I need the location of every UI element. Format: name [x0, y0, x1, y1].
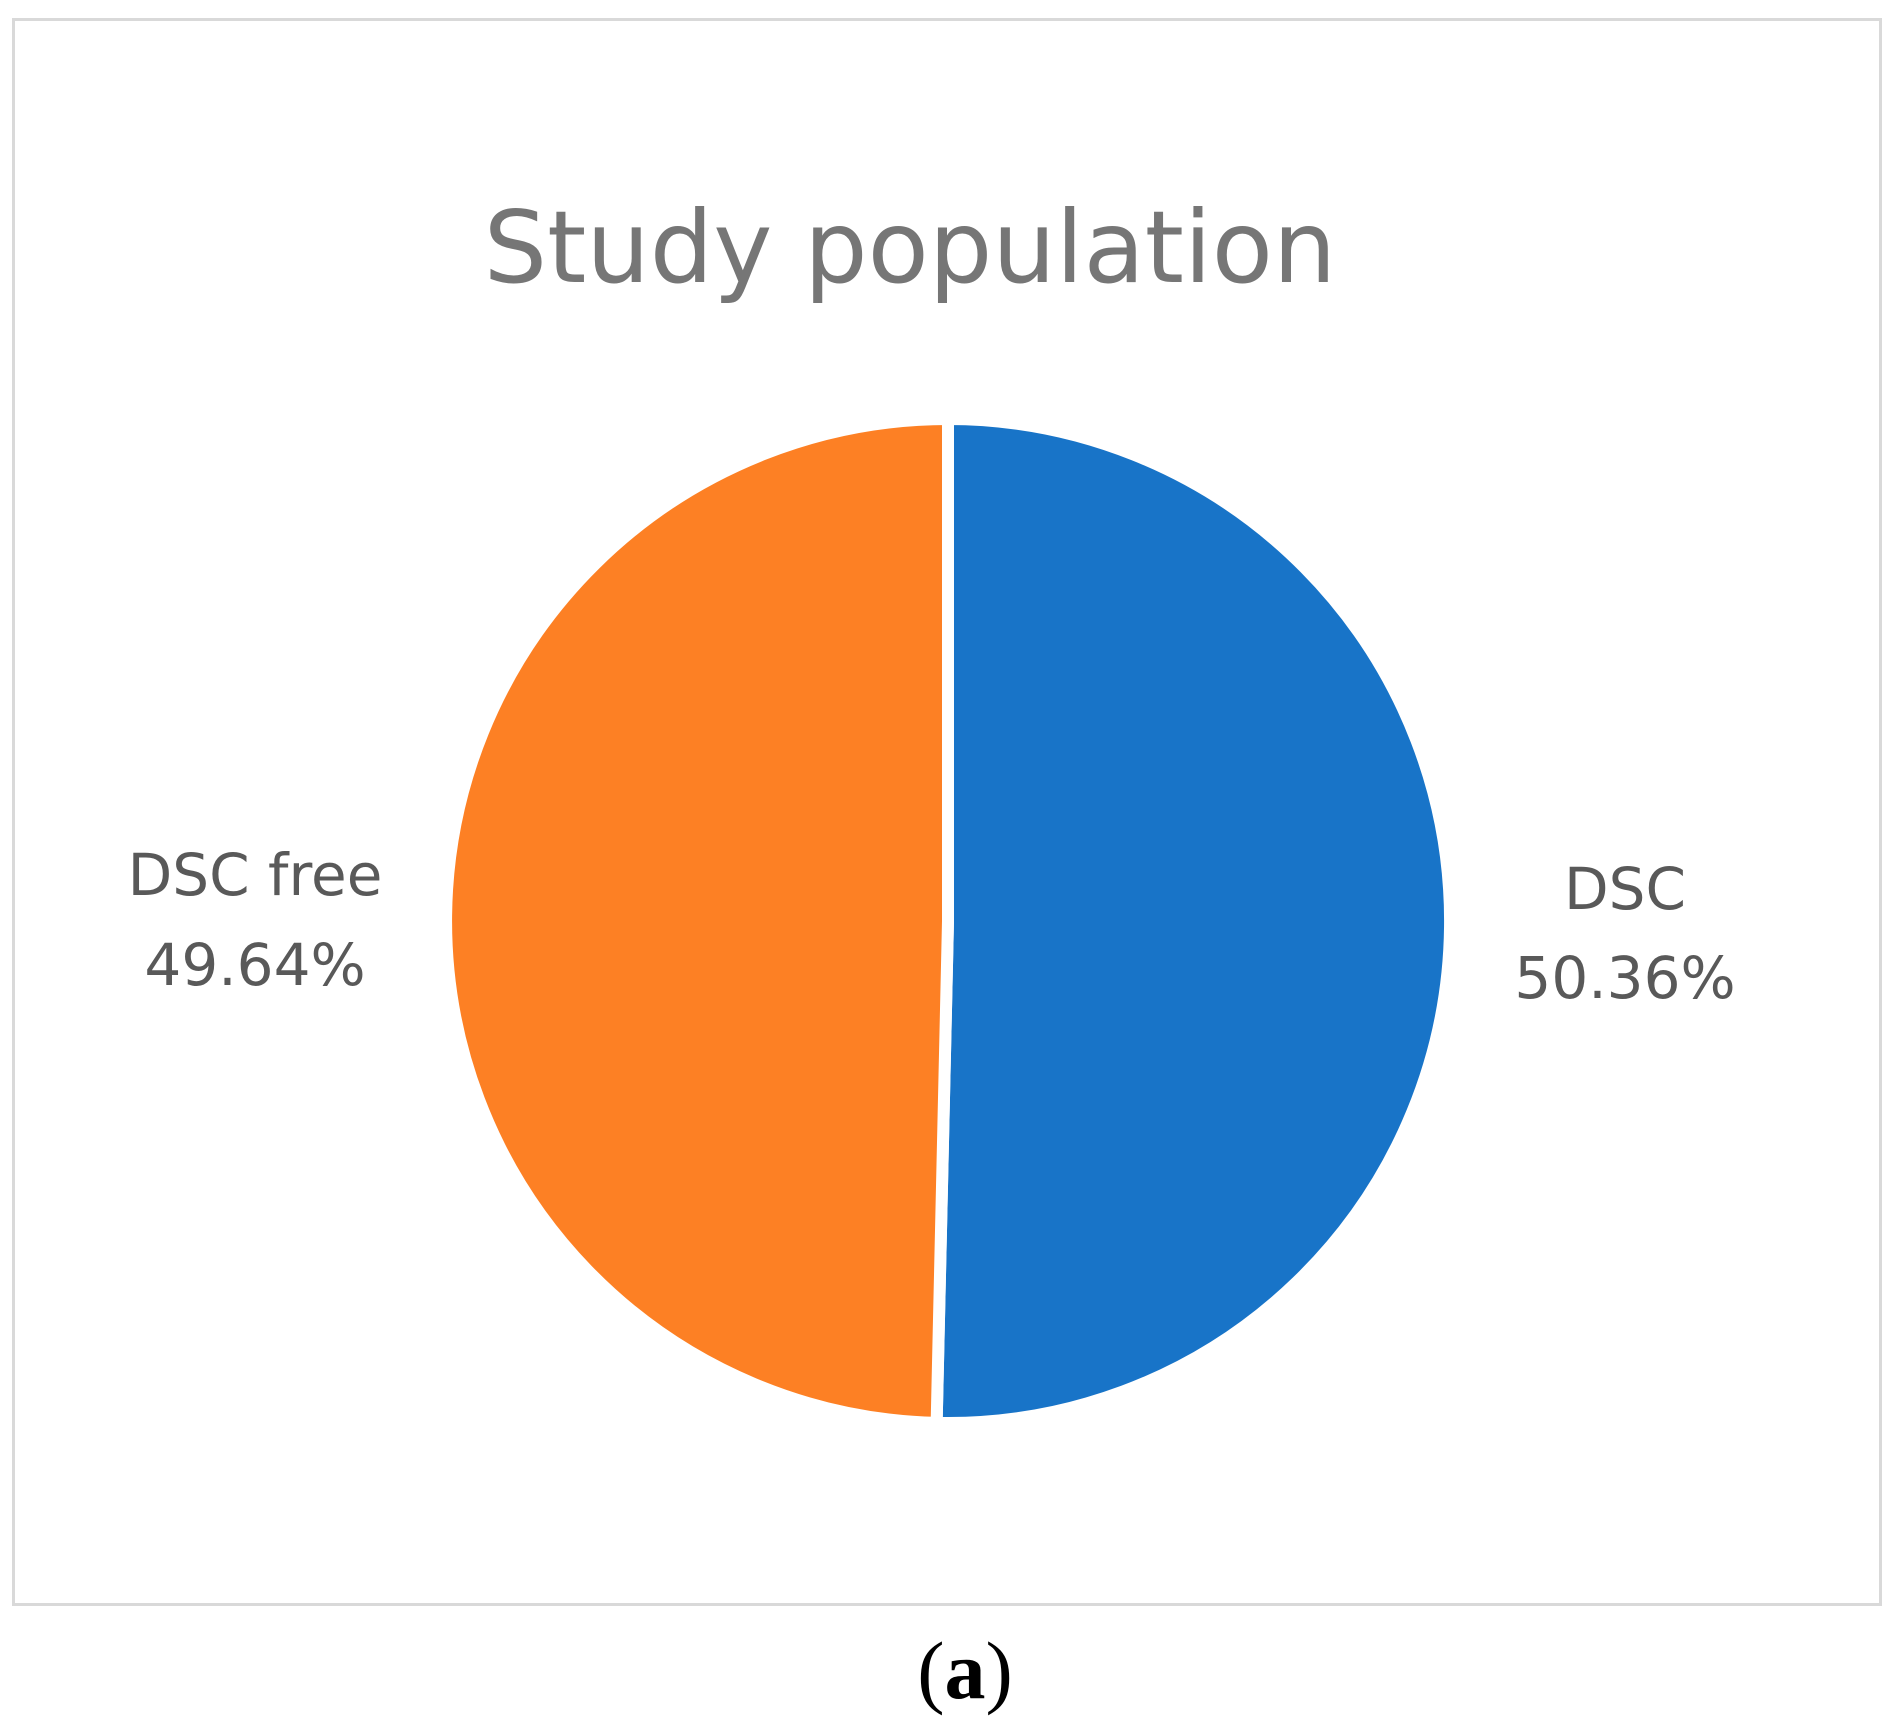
pie-slices [440, 413, 1457, 1429]
pie-slice-dsc [930, 413, 1457, 1429]
slice-label-name-dsc-free: DSC free [128, 841, 383, 909]
slice-labels: DSC 50.36% DSC free 49.64% [128, 841, 1736, 1012]
chart-title: Study population [484, 189, 1337, 306]
panel-label: (a) [917, 1625, 1013, 1716]
panel-label-letter: a [945, 1625, 986, 1716]
panel-label-close: ) [986, 1625, 1013, 1716]
slice-label-name-dsc: DSC [1564, 855, 1686, 923]
slice-label-value-dsc-free: 49.64% [144, 931, 365, 999]
pie-slice-dsc-free [440, 413, 954, 1429]
panel-label-open: ( [917, 1625, 944, 1716]
slice-label-value-dsc: 50.36% [1514, 944, 1735, 1012]
